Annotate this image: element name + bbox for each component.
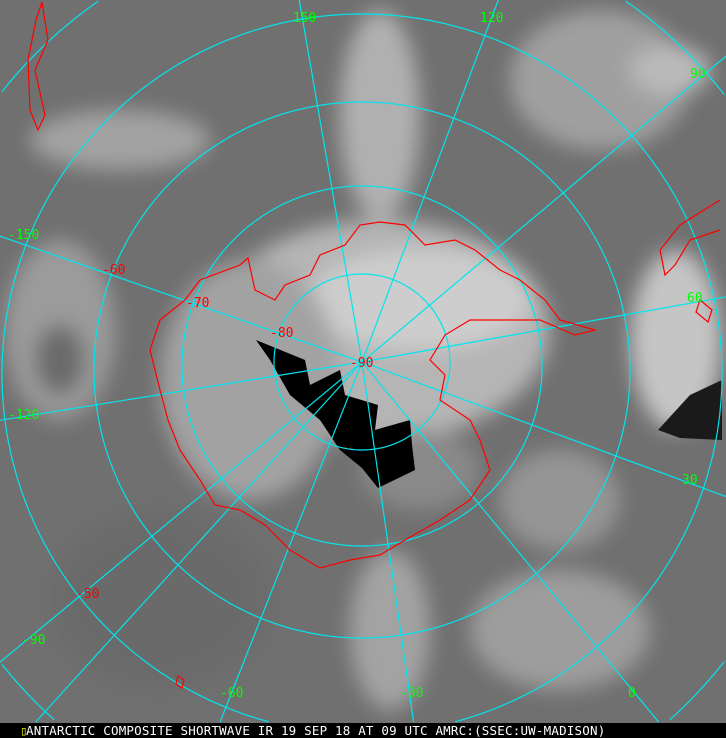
latitude-circle <box>273 273 451 451</box>
grid-labels: 150 120 90 60 30 0 -30 -60 -90 -120 -150 -50 -60 -70 -… <box>8 11 706 701</box>
longitude-label: -90 <box>22 633 45 648</box>
latitude-circle <box>1 13 723 723</box>
lat-lon-grid <box>0 0 726 723</box>
meridian-line <box>0 235 363 363</box>
new-zealand <box>27 1 49 132</box>
meridian-line <box>361 55 726 363</box>
meridian-line <box>361 361 726 498</box>
meridian-line <box>35 361 363 723</box>
longitude-label: 90 <box>690 67 706 82</box>
polar-map: 150 120 90 60 30 0 -30 -60 -90 -120 -150 -50 -60 -70 -… <box>0 0 726 723</box>
antarctica-coastline <box>149 221 598 569</box>
latitude-label: -60 <box>102 263 125 278</box>
longitude-label: 120 <box>480 11 503 26</box>
meridian-line <box>298 0 363 363</box>
no-data-region-east <box>658 380 722 440</box>
caption-text: ANTARCTIC COMPOSITE SHORTWAVE IR 19 SEP … <box>26 723 606 738</box>
caption-marker: ▯ <box>20 723 28 738</box>
meridian-line <box>219 361 363 723</box>
meridian-line <box>361 361 660 723</box>
longitude-label: 30 <box>682 473 698 488</box>
latitude-circle <box>93 101 631 639</box>
latitude-circle <box>181 185 543 547</box>
antarctic-peninsula <box>659 199 721 277</box>
island <box>175 675 185 689</box>
meridian-line <box>361 361 415 723</box>
latitude-label: -50 <box>76 587 99 602</box>
image-caption: ▯ ANTARCTIC COMPOSITE SHORTWAVE IR 19 SE… <box>0 723 726 738</box>
latitude-label: -70 <box>186 296 209 311</box>
meridian-line <box>0 361 363 421</box>
longitude-label: -60 <box>220 686 243 701</box>
longitude-label: -30 <box>400 686 423 701</box>
meridian-line <box>0 361 363 663</box>
longitude-label: 0 <box>628 686 636 701</box>
meridian-line <box>361 0 499 363</box>
latitude-label: -90 <box>350 356 373 371</box>
coastline <box>27 1 721 689</box>
latitude-circle <box>1 0 725 721</box>
longitude-label: -120 <box>8 408 39 423</box>
latitude-label: -80 <box>270 326 293 341</box>
longitude-label: 150 <box>293 11 316 26</box>
meridian-line <box>361 296 726 363</box>
longitude-label: -150 <box>8 228 39 243</box>
longitude-label: 60 <box>687 291 703 306</box>
island <box>695 298 713 324</box>
